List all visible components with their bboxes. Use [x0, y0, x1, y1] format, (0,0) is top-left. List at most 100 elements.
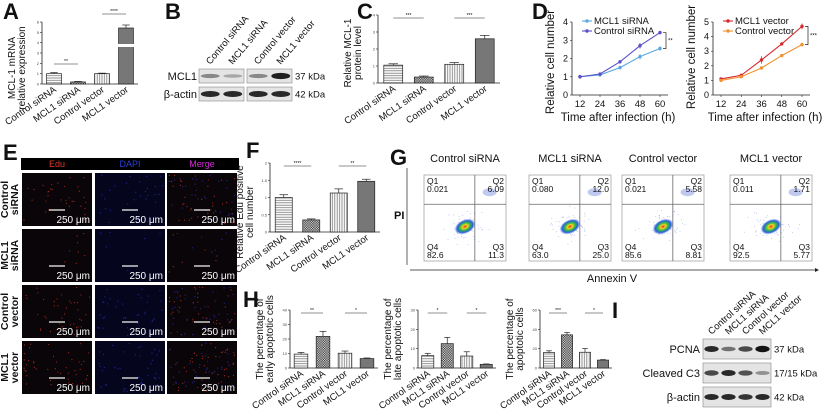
series-line [579, 32, 661, 78]
significance-label: *** [406, 13, 412, 19]
event-dot [678, 214, 679, 216]
nucleus-dot [146, 187, 148, 190]
nucleus-dot [158, 272, 160, 275]
nucleus-dot [103, 316, 106, 318]
nucleus-dot [145, 198, 147, 200]
quadrant-q2-value: 1.71 [793, 184, 810, 194]
nucleus-dot [176, 297, 178, 299]
blot-band [248, 73, 268, 79]
cell-dot [216, 319, 218, 322]
event-dot [649, 220, 651, 222]
cell-dot [83, 196, 85, 199]
cell-dot [64, 261, 66, 263]
cell-dot [209, 388, 211, 390]
significance-label: *** [810, 34, 818, 40]
significance-label: *** [555, 308, 561, 314]
event-dot [584, 227, 586, 229]
event-dot [588, 218, 590, 220]
data-point [759, 66, 764, 70]
nucleus-dot [184, 185, 187, 187]
bar-mcl1-vector [118, 27, 134, 85]
q2-events [680, 188, 695, 197]
cell-dot [86, 375, 88, 377]
cell-dot [232, 362, 234, 364]
significance-label: * [593, 308, 595, 314]
nucleus-dot [124, 316, 127, 319]
flow-plot-frame [621, 174, 705, 262]
cell-dot [71, 359, 73, 361]
nucleus-dot [231, 201, 233, 203]
bar-chart-h1: 0 10 20 30 40 The percentage of early apoptoti… [250, 295, 378, 412]
cell-dot [180, 300, 182, 302]
pi-axis-label: PI [394, 210, 404, 222]
nucleus-dot [138, 219, 140, 221]
nucleus-dot [227, 214, 230, 216]
cell-dot [79, 368, 81, 370]
nucleus-dot [147, 374, 149, 377]
event-dot [766, 234, 768, 236]
cell-dot [212, 212, 215, 214]
nucleus-dot [171, 323, 174, 325]
cell-dot [39, 328, 42, 330]
event-dot [462, 215, 463, 216]
x-tick-label: 24 [736, 99, 747, 110]
event-dot [443, 228, 445, 230]
cell-dot [49, 380, 52, 382]
nucleus-dot [159, 175, 161, 177]
nucleus-dot [138, 180, 141, 183]
y-axis-title: cell number [245, 185, 256, 237]
nucleus-dot [204, 326, 206, 328]
bar-control-vector [444, 63, 465, 84]
cell-dot [33, 361, 35, 363]
nucleus-dot [141, 379, 143, 381]
nucleus-dot [160, 300, 162, 302]
cell-dot [168, 271, 170, 273]
x-axis-title: Time after infection (h) [708, 112, 823, 124]
cell-dot [197, 386, 199, 389]
cell-dot [65, 307, 68, 309]
nucleus-dot [184, 333, 186, 335]
data-point [658, 46, 662, 51]
quadrant-q1-value: 0.021 [625, 184, 647, 194]
flow-plot-title: MCL1 siRNA [538, 153, 602, 165]
panel-label-a: A [3, 0, 19, 24]
edu-header-bar [21, 158, 239, 170]
cell-dot [203, 365, 205, 367]
quadrant-q1-value: 0.011 [733, 184, 754, 194]
cell-dot [183, 202, 185, 205]
event-dot [668, 216, 670, 218]
cell-dot [172, 234, 174, 236]
cell-dot [231, 319, 233, 321]
event-dot [684, 223, 686, 225]
cell-dot [194, 287, 196, 289]
cell-dot [69, 389, 71, 392]
event-dot [555, 220, 557, 222]
nucleus-dot [136, 314, 138, 317]
bar-control-sirna [383, 64, 404, 84]
micrograph-dapi [95, 229, 165, 282]
bar-control-vector [337, 352, 353, 369]
nucleus-dot [128, 342, 131, 345]
event-dot [579, 236, 581, 238]
cell-dot [220, 381, 223, 383]
event-dot [566, 217, 568, 219]
cell-dot [88, 352, 90, 354]
cell-dot [33, 366, 35, 368]
bar-control-vector [329, 192, 348, 233]
cell-dot [81, 382, 84, 384]
data-point [598, 72, 602, 76]
cell-dot [229, 321, 231, 323]
cell-dot [75, 286, 78, 289]
nucleus-dot [223, 302, 226, 305]
nucleus-dot [195, 178, 197, 181]
nucleus-dot [155, 378, 157, 380]
y-tick-label: 1 [704, 75, 709, 85]
y-axis-title: Relative Edu positive [235, 165, 246, 259]
cell-dot [175, 363, 177, 365]
cell-dot [70, 302, 72, 304]
nucleus-dot [191, 382, 194, 384]
event-dot [562, 217, 564, 218]
cell-dot [177, 389, 180, 391]
